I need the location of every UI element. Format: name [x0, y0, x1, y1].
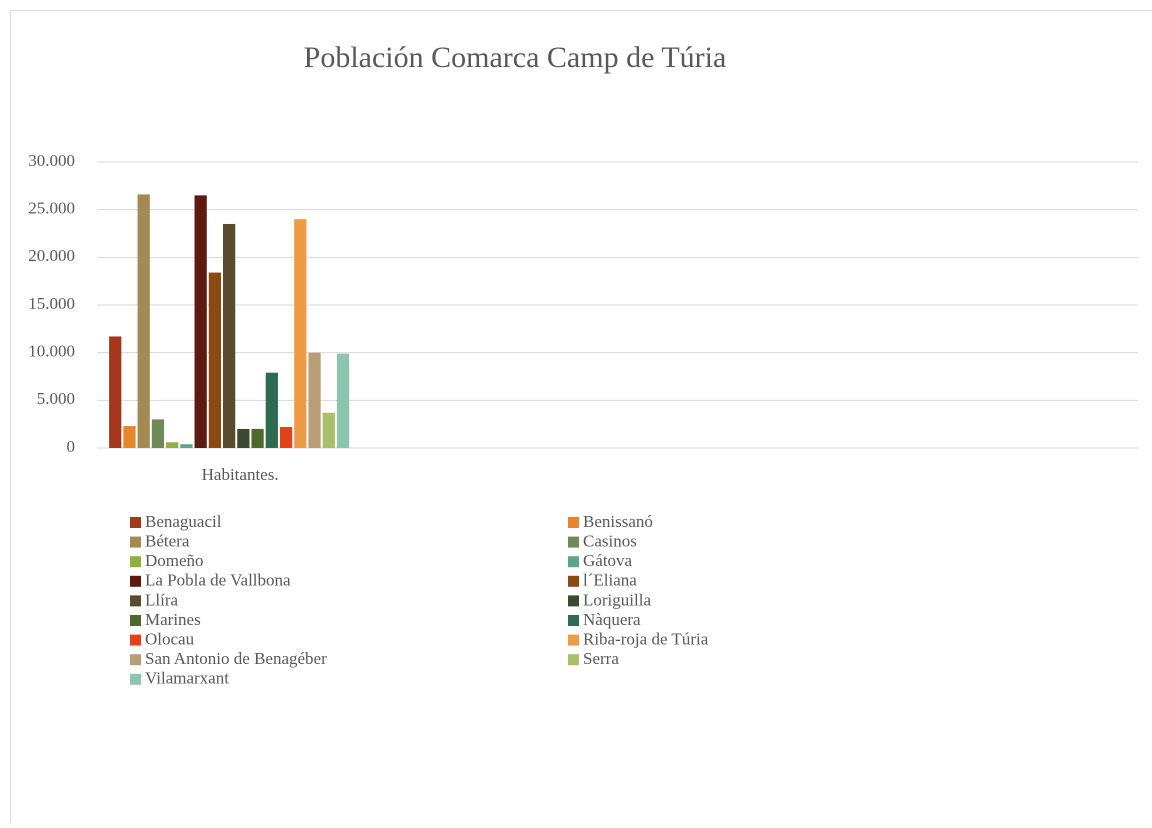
legend-label: Bétera — [145, 532, 190, 551]
y-tick-label: 10.000 — [28, 342, 75, 361]
bar — [195, 195, 207, 448]
legend-label: Domeño — [145, 551, 204, 570]
legend-label: Llíra — [145, 590, 178, 609]
legend-swatch — [130, 517, 141, 528]
y-tick-label: 15.000 — [28, 294, 75, 313]
chart-title: Población Comarca Camp de Túria — [304, 41, 727, 74]
bar — [138, 194, 150, 448]
y-tick-label: 5.000 — [37, 389, 75, 408]
bar — [109, 336, 121, 448]
legend-label: Loriguilla — [583, 590, 651, 609]
legend-swatch — [130, 674, 141, 685]
y-tick-label: 25.000 — [28, 199, 75, 218]
legend-label: l´Eliana — [583, 571, 637, 590]
y-tick-label: 30.000 — [28, 151, 75, 170]
legend-label: Benissanó — [583, 512, 653, 531]
legend-swatch — [568, 595, 579, 606]
legend-swatch — [130, 615, 141, 626]
bar — [337, 354, 349, 448]
bar — [166, 442, 178, 448]
legend-swatch — [130, 595, 141, 606]
legend-swatch — [130, 635, 141, 646]
legend-swatch — [568, 654, 579, 665]
legend-label: Marines — [145, 610, 201, 629]
legend-swatch — [130, 654, 141, 665]
y-tick-label: 0 — [67, 437, 76, 456]
legend-label: Olocau — [145, 630, 195, 649]
chart-border — [11, 11, 1152, 824]
legend-swatch — [568, 537, 579, 548]
bar — [266, 373, 278, 448]
bar — [251, 429, 263, 448]
legend-label: Vilamarxant — [145, 669, 229, 688]
bar — [294, 219, 306, 448]
legend-swatch — [130, 556, 141, 567]
bar — [237, 429, 249, 448]
bar — [180, 444, 192, 448]
legend-label: La Pobla de Vallbona — [145, 571, 291, 590]
legend-swatch — [130, 576, 141, 587]
bar — [152, 419, 164, 448]
bar — [223, 224, 235, 448]
bar — [209, 273, 221, 448]
bar — [308, 353, 320, 448]
bar — [323, 413, 335, 448]
legend-label: Nàquera — [583, 610, 641, 629]
legend-swatch — [130, 537, 141, 548]
legend-label: Serra — [583, 649, 619, 668]
y-tick-label: 20.000 — [28, 246, 75, 265]
legend-swatch — [568, 556, 579, 567]
legend-label: San Antonio de Benagéber — [145, 649, 327, 668]
bar — [280, 427, 292, 448]
legend-label: Riba-roja de Túria — [583, 630, 709, 649]
x-tick-label: Habitantes. — [202, 465, 279, 484]
legend-swatch — [568, 576, 579, 587]
legend-label: Casinos — [583, 532, 637, 551]
legend-label: Gátova — [583, 551, 633, 570]
legend-swatch — [568, 635, 579, 646]
legend-label: Benaguacil — [145, 512, 222, 531]
legend-swatch — [568, 615, 579, 626]
bar — [123, 426, 135, 448]
legend-swatch — [568, 517, 579, 528]
